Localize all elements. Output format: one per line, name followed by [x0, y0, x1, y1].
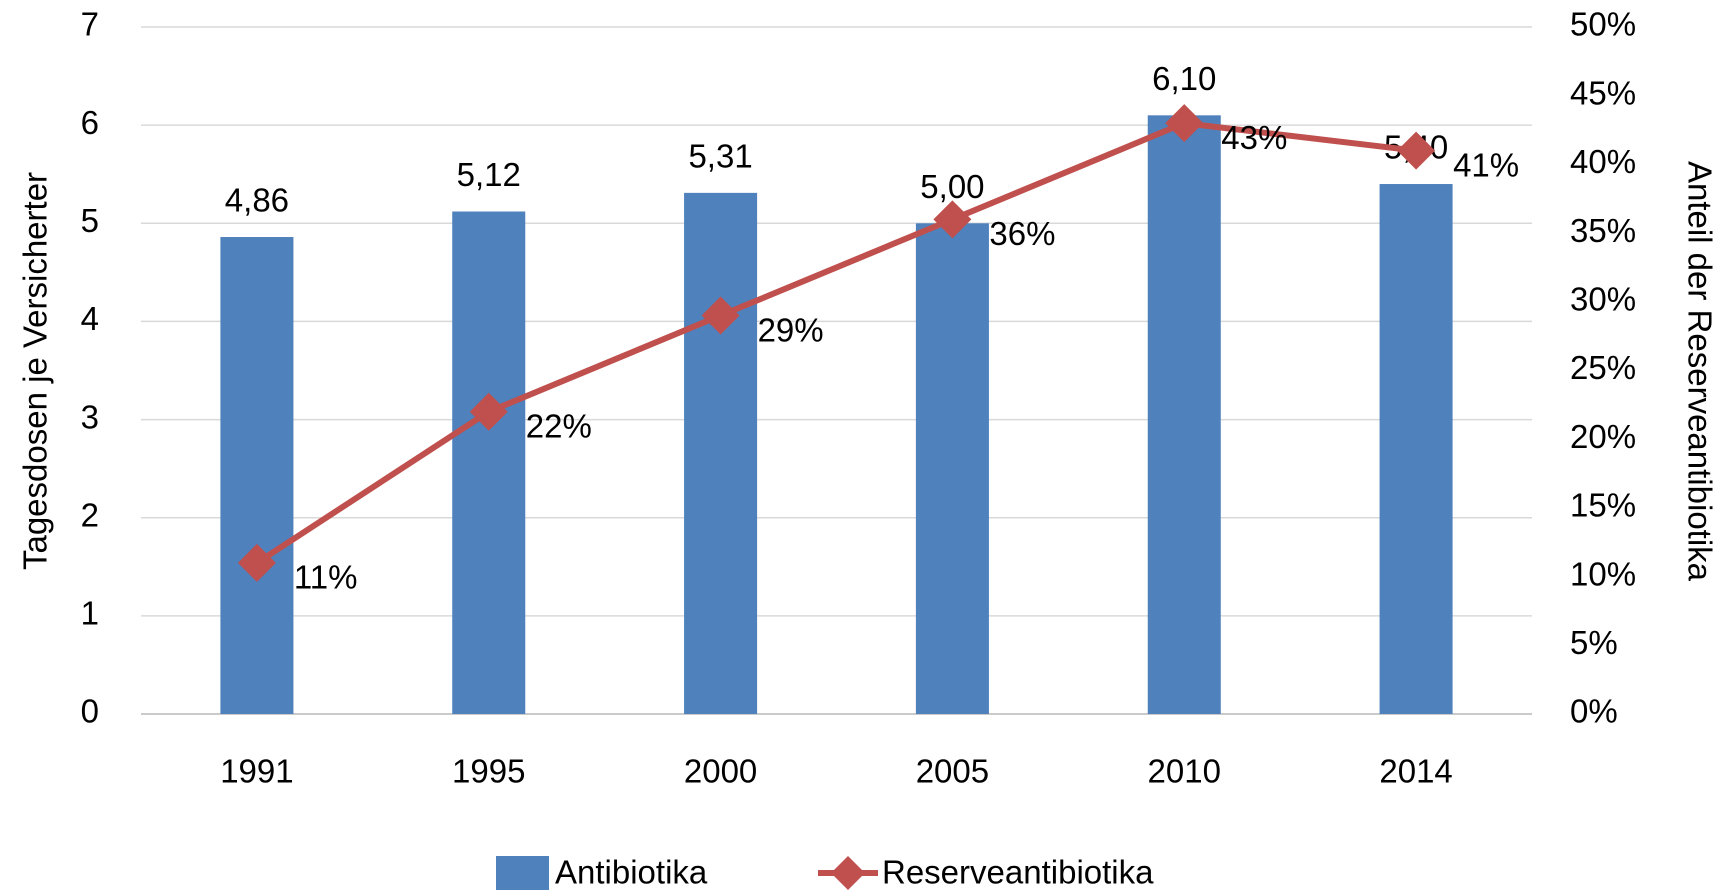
y-tick-label: 6	[81, 104, 99, 141]
line-marker	[469, 392, 508, 431]
line-value-label: 11%	[294, 559, 358, 596]
y-tick-label: 2	[81, 496, 99, 533]
line-marker	[701, 296, 740, 335]
bar	[220, 237, 294, 715]
legend-label: Reserveantibiotika	[882, 854, 1154, 891]
line-value-label: 22%	[526, 407, 592, 444]
legend-swatch	[496, 856, 549, 890]
y2-tick-label: 15%	[1570, 487, 1636, 524]
bar	[1147, 115, 1221, 715]
y2-tick-label: 50%	[1570, 6, 1636, 43]
line-marker	[933, 200, 972, 239]
y-tick-label: 0	[81, 693, 99, 730]
bar-value-label: 5,12	[457, 156, 521, 193]
y2-tick-label: 20%	[1570, 418, 1636, 455]
bar-value-label: 4,86	[225, 182, 289, 219]
y-tick-label: 4	[81, 300, 99, 337]
bar	[1379, 184, 1453, 714]
bar-value-label: 5,00	[920, 168, 984, 205]
line-value-label: 41%	[1453, 146, 1519, 183]
line-marker	[237, 543, 276, 582]
x-tick-label: 2010	[1148, 753, 1221, 790]
y2-tick-label: 10%	[1570, 555, 1636, 592]
y2-axis-title: Anteil der Reserveantibiotika	[1681, 161, 1718, 582]
y2-tick-label: 5%	[1570, 624, 1618, 661]
x-tick-label: 2014	[1379, 753, 1452, 790]
y-tick-label: 3	[81, 398, 99, 435]
line-marker	[1165, 104, 1204, 143]
line-marker	[1397, 131, 1436, 170]
y2-tick-label: 25%	[1570, 349, 1636, 386]
y-tick-label: 5	[81, 202, 99, 239]
y-axis-title: Tagesdosen je Versicherter	[17, 172, 54, 570]
y2-tick-label: 0%	[1570, 693, 1618, 730]
x-tick-label: 2005	[916, 753, 989, 790]
bar-value-label: 6,10	[1152, 60, 1216, 97]
legend-label: Antibiotika	[555, 854, 708, 891]
y2-tick-label: 35%	[1570, 212, 1636, 249]
y-tick-label: 1	[81, 595, 99, 632]
y2-tick-label: 30%	[1570, 281, 1636, 318]
y2-tick-label: 45%	[1570, 74, 1636, 111]
legend-swatch	[831, 856, 865, 890]
x-tick-label: 2000	[684, 753, 757, 790]
x-tick-label: 1991	[220, 753, 293, 790]
bar	[684, 192, 758, 714]
bar-value-label: 5,31	[688, 138, 752, 175]
line	[255, 120, 1417, 566]
line-value-label: 36%	[989, 215, 1055, 252]
x-tick-label: 1995	[452, 753, 525, 790]
line-value-label: 29%	[758, 311, 824, 348]
line-value-label: 43%	[1221, 119, 1287, 156]
y2-tick-label: 40%	[1570, 143, 1636, 180]
y-tick-label: 7	[81, 6, 99, 43]
bar	[452, 211, 526, 714]
bar	[915, 223, 989, 715]
